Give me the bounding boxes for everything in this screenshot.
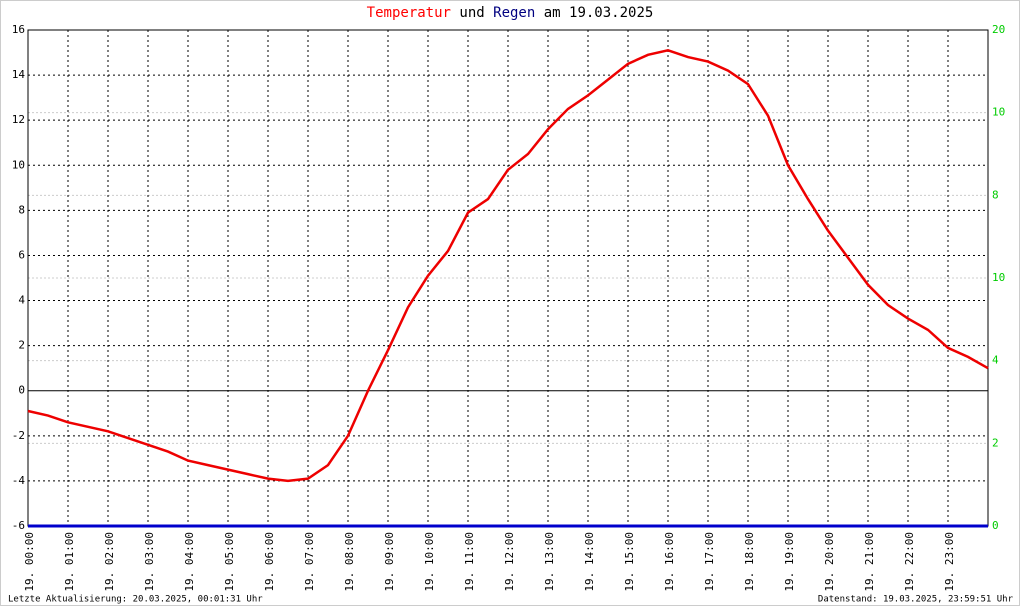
x-tick-label: 19. 19:00 <box>783 532 796 592</box>
title-part: am 19.03.2025 <box>544 5 654 21</box>
y-tick-label: 10 <box>12 158 25 171</box>
chart-title: Temperatur und Regen am 19.03.2025 <box>367 5 654 21</box>
x-tick-label: 19. 07:00 <box>303 532 316 592</box>
y2-tick-label: 0 <box>992 519 999 532</box>
footer-right: Datenstand: 19.03.2025, 23:59:51 Uhr <box>818 595 1014 605</box>
y-tick-label: 6 <box>18 248 25 261</box>
x-tick-label: 19. 22:00 <box>903 532 916 592</box>
y-tick-label: 16 <box>12 23 25 36</box>
title-part: und <box>459 5 484 21</box>
y-tick-label: 8 <box>18 203 25 216</box>
y-tick-label: 4 <box>18 294 25 307</box>
x-tick-label: 19. 23:00 <box>943 532 956 592</box>
footer-left: Letzte Aktualisierung: 20.03.2025, 00:01… <box>8 595 263 605</box>
series-line <box>27 48 989 483</box>
x-tick-label: 19. 10:00 <box>423 532 436 592</box>
x-tick-label: 19. 00:00 <box>23 532 36 592</box>
y-tick-label: 2 <box>18 339 25 352</box>
x-tick-label: 19. 21:00 <box>863 532 876 592</box>
title-part: Temperatur <box>367 5 451 21</box>
x-tick-label: 19. 13:00 <box>543 532 556 592</box>
x-tick-label: 19. 11:00 <box>463 532 476 592</box>
y2-tick-label: 8 <box>992 188 999 201</box>
x-tick-label: 19. 01:00 <box>63 532 76 592</box>
x-tick-label: 19. 05:00 <box>223 532 236 592</box>
y-tick-label: 0 <box>18 384 25 397</box>
x-tick-label: 19. 06:00 <box>263 532 276 592</box>
x-tick-label: 19. 04:00 <box>183 532 196 592</box>
x-tick-label: 19. 03:00 <box>143 532 156 592</box>
y-tick-label: -2 <box>12 429 25 442</box>
y-tick-label: 12 <box>12 113 25 126</box>
y2-tick-label: 20 <box>992 23 1005 36</box>
x-tick-label: 19. 14:00 <box>583 532 596 592</box>
x-tick-label: 19. 02:00 <box>103 532 116 592</box>
x-tick-label: 19. 17:00 <box>703 532 716 592</box>
x-tick-label: 19. 18:00 <box>743 532 756 592</box>
x-tick-label: 19. 09:00 <box>383 532 396 592</box>
x-tick-label: 19. 08:00 <box>343 532 356 592</box>
y-tick-label: -6 <box>12 519 25 532</box>
x-tick-label: 19. 20:00 <box>823 532 836 592</box>
y-tick-label: 14 <box>12 68 26 81</box>
x-tick-label: 19. 12:00 <box>503 532 516 592</box>
y2-tick-label: 10 <box>992 271 1005 284</box>
x-tick-label: 19. 16:00 <box>663 532 676 592</box>
y-tick-label: -4 <box>12 474 26 487</box>
y2-tick-label: 2 <box>992 436 999 449</box>
y2-tick-label: 4 <box>992 354 999 367</box>
y2-tick-label: 10 <box>992 106 1005 119</box>
title-part: Regen <box>493 5 535 21</box>
x-tick-label: 19. 15:00 <box>623 532 636 592</box>
